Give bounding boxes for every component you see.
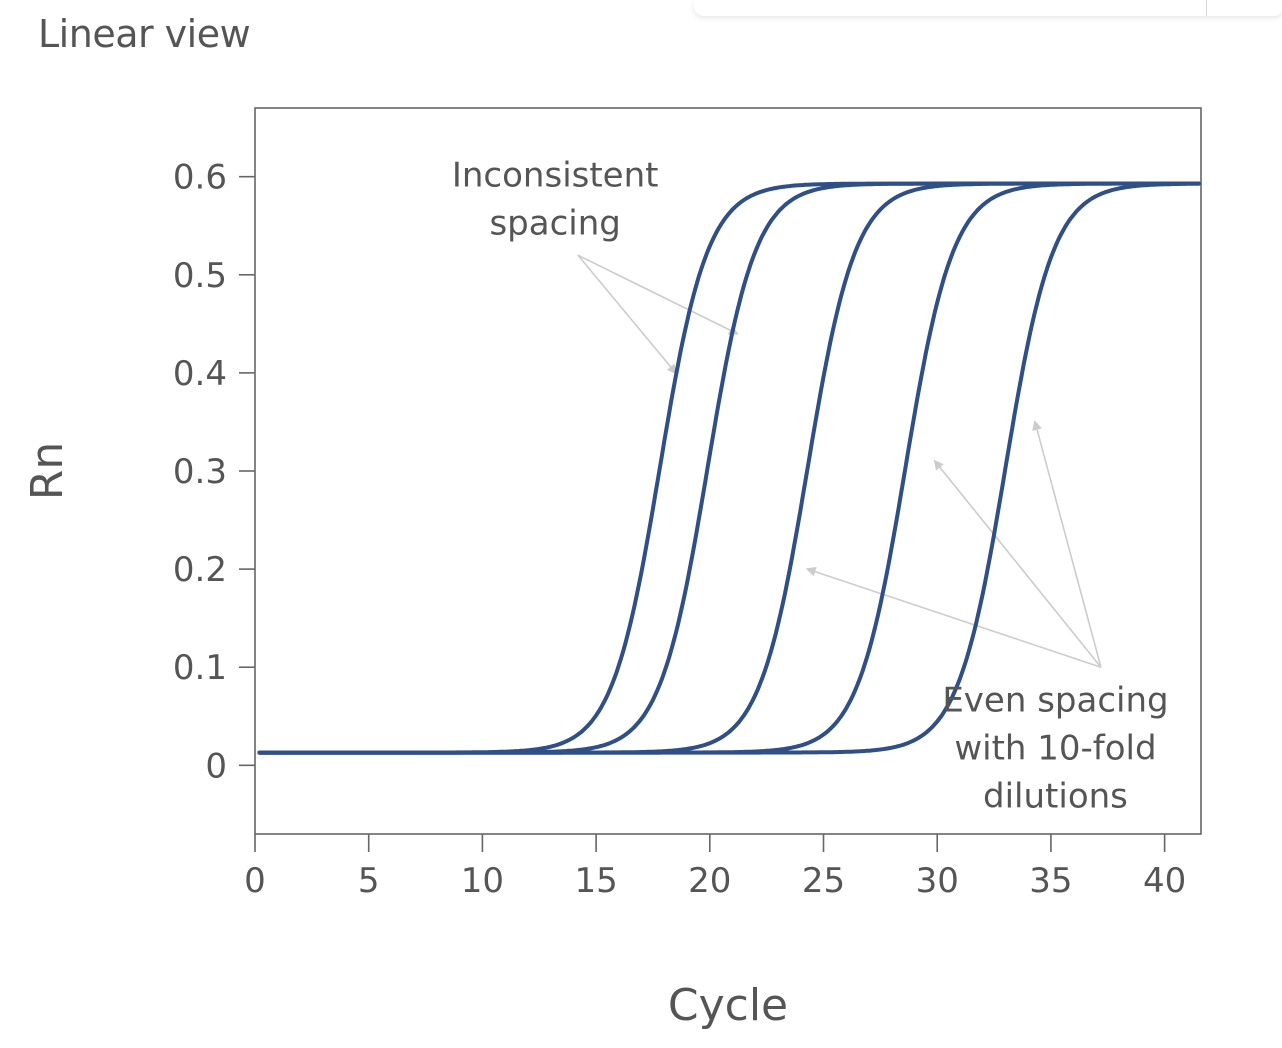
y-tick-label: 0.3 bbox=[173, 452, 227, 492]
y-tick-label: 0.2 bbox=[173, 550, 227, 590]
annotation-arrow bbox=[1032, 420, 1102, 668]
amplification-curve-2 bbox=[257, 181, 1201, 755]
x-axis-title: Cycle bbox=[668, 980, 788, 1031]
y-tick-label: 0 bbox=[205, 746, 227, 786]
annotation-text-1: spacing bbox=[489, 203, 620, 243]
y-tick-label: 0.4 bbox=[173, 354, 227, 394]
x-tick-label: 40 bbox=[1143, 861, 1186, 901]
x-tick-label: 35 bbox=[1029, 861, 1072, 901]
x-tick-label: 0 bbox=[244, 861, 266, 901]
annotation-text-1: Inconsistent bbox=[452, 155, 659, 195]
amplification-curve-5 bbox=[257, 181, 1201, 755]
annotation-arrow bbox=[805, 566, 1102, 668]
amplification-curve-1 bbox=[257, 181, 1201, 755]
top-card bbox=[694, 0, 1282, 16]
x-tick-label: 15 bbox=[574, 861, 617, 901]
card-divider bbox=[1206, 0, 1207, 16]
annotation-text-2: Even spacing bbox=[942, 680, 1168, 720]
annotation-text-2: with 10-fold bbox=[954, 728, 1156, 768]
x-tick-label: 25 bbox=[802, 861, 845, 901]
annotation-arrow bbox=[577, 254, 739, 335]
y-axis-title: Rn bbox=[22, 442, 73, 500]
x-tick-label: 20 bbox=[688, 861, 731, 901]
y-tick-label: 0.1 bbox=[173, 648, 227, 688]
chart-heading: Linear view bbox=[38, 12, 251, 56]
y-tick-label: 0.5 bbox=[173, 256, 227, 296]
x-tick-label: 10 bbox=[461, 861, 504, 901]
x-tick-label: 5 bbox=[358, 861, 380, 901]
annotation-text-2: dilutions bbox=[983, 776, 1128, 816]
amplification-curve-3 bbox=[257, 181, 1201, 755]
x-tick-label: 30 bbox=[916, 861, 959, 901]
y-tick-label: 0.6 bbox=[173, 158, 227, 198]
annotation-arrow bbox=[933, 459, 1102, 668]
amplification-curve-4 bbox=[257, 181, 1201, 755]
annotation-arrow bbox=[577, 254, 677, 375]
